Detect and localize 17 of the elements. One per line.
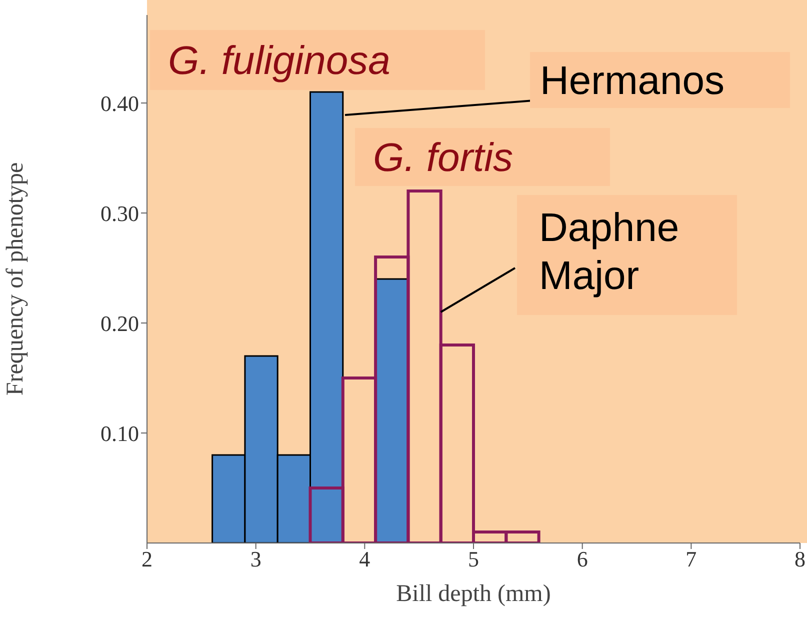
x-tick-label: 4 (359, 546, 370, 572)
x-tick-label: 6 (576, 546, 588, 572)
annotation: Hermanos (540, 59, 725, 103)
annotation: G. fuliginosa (168, 39, 390, 83)
y-tick-label: 0.30 (100, 200, 139, 226)
x-tick-label: 3 (250, 546, 262, 572)
y-axis-title: Frequency of phenotype (2, 162, 29, 396)
x-axis-title: Bill depth (mm) (396, 581, 551, 607)
x-tick-label: 5 (468, 546, 479, 572)
y-tick-label: 0.10 (100, 420, 139, 446)
y-tick-label: 0.40 (100, 90, 139, 116)
y-tick-label: 0.20 (100, 310, 139, 336)
x-tick-label: 7 (686, 546, 697, 572)
x-tick-label: 2 (142, 546, 152, 572)
x-tick-label: 8 (794, 546, 806, 572)
annotation: G. fortis (373, 136, 514, 180)
annotation: Daphne Major (539, 206, 680, 298)
